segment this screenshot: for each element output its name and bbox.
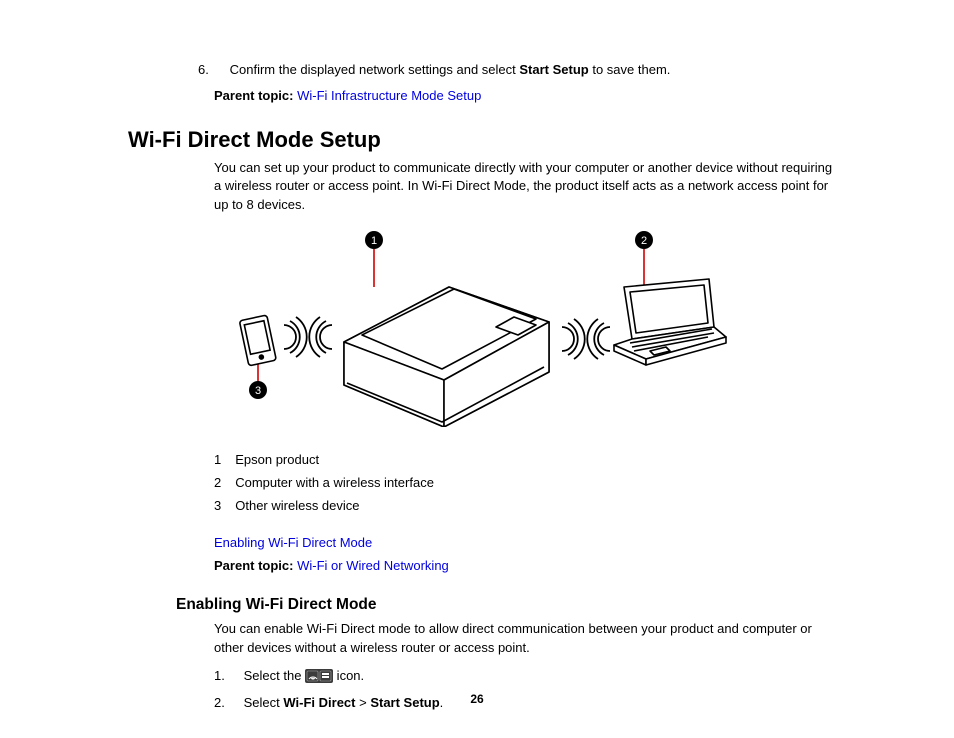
para-enabling: You can enable Wi-Fi Direct mode to allo… (214, 620, 840, 658)
step2-1-pre: Select the (244, 668, 305, 683)
waves-right-in (587, 319, 610, 359)
step2-1: 1. Select the icon. (214, 664, 850, 692)
para-wifi-direct: You can set up your product to communica… (214, 159, 840, 216)
waves-left-in (309, 317, 332, 357)
legend-2-num: 2 (214, 471, 235, 494)
laptop-icon (614, 279, 726, 365)
parent-label-top: Parent topic: (214, 88, 293, 103)
legend-1-text: Epson product (235, 448, 448, 471)
legend-row-2: 2 Computer with a wireless interface (214, 471, 448, 494)
step2-1-post: icon. (333, 668, 364, 683)
heading-enabling-wifi-direct: Enabling Wi-Fi Direct Mode (176, 596, 850, 614)
parent-topic-top: Parent topic: Wi-Fi Infrastructure Mode … (214, 88, 850, 103)
phone-icon (239, 315, 276, 366)
legend-1-num: 1 (214, 448, 235, 471)
waves-left-out (284, 317, 307, 357)
diagram-legend: 1 Epson product 2 Computer with a wirele… (214, 448, 448, 517)
diagram-wifi-direct: 1 2 3 (214, 227, 850, 430)
step-6-pre: Confirm the displayed network settings a… (230, 62, 520, 77)
legend-3-num: 3 (214, 494, 235, 517)
step-6-post: to save them. (589, 62, 671, 77)
step2-1-num: 1. (214, 664, 240, 689)
step-6-bold: Start Setup (519, 62, 588, 77)
callout-3: 3 (255, 385, 261, 397)
parent-link-top[interactable]: Wi-Fi Infrastructure Mode Setup (297, 88, 481, 103)
legend-row-1: 1 Epson product (214, 448, 448, 471)
callout-2: 2 (641, 235, 647, 247)
link-enabling-wifi-direct[interactable]: Enabling Wi-Fi Direct Mode (214, 535, 372, 550)
legend-2-text: Computer with a wireless interface (235, 471, 448, 494)
legend-row-3: 3 Other wireless device (214, 494, 448, 517)
printer-icon (344, 287, 549, 427)
legend-3-text: Other wireless device (235, 494, 448, 517)
step-6-line: 6. Confirm the displayed network setting… (198, 60, 850, 80)
step-6-number: 6. (198, 60, 226, 80)
page-number: 26 (0, 692, 954, 706)
callout-1: 1 (371, 235, 377, 247)
parent-label-mid: Parent topic: (214, 558, 293, 573)
parent-link-mid[interactable]: Wi-Fi or Wired Networking (297, 558, 449, 573)
wifi-settings-icon (305, 667, 333, 692)
heading-wifi-direct: Wi-Fi Direct Mode Setup (128, 127, 850, 153)
waves-right-out (562, 319, 585, 359)
